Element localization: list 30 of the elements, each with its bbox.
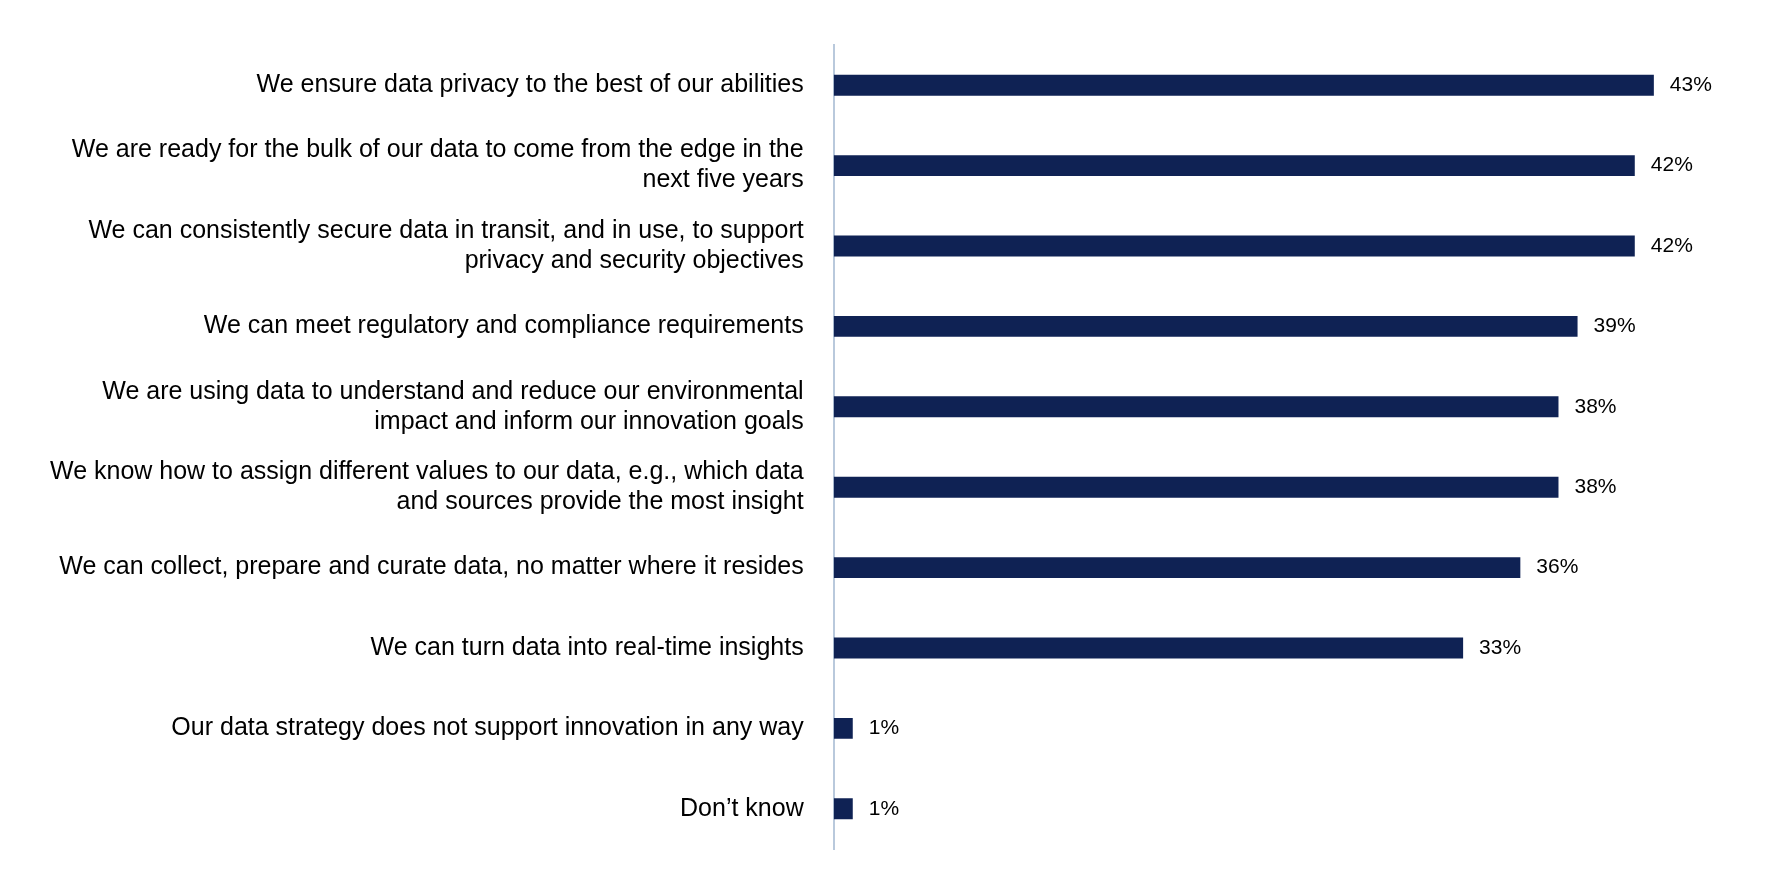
- data-label: 1%: [868, 795, 900, 819]
- bar: [833, 476, 1559, 498]
- y-tick-label: We can turn data into real-time insights: [370, 631, 804, 660]
- bar: [833, 396, 1559, 418]
- data-label: 42%: [1650, 232, 1693, 256]
- bar: [833, 155, 1635, 177]
- data-label: 36%: [1536, 554, 1579, 578]
- y-tick-label: We ensure data privacy to the best of our abilities: [256, 69, 804, 98]
- data-label: 33%: [1479, 634, 1522, 658]
- data-label: 38%: [1574, 474, 1617, 497]
- bar: [833, 235, 1635, 257]
- bar: [833, 637, 1464, 659]
- bar: [833, 315, 1578, 337]
- y-tick-label: We know how to assign different values to our data, e.g., which data and sources provide the most insight: [50, 456, 804, 515]
- data-label: 39%: [1593, 313, 1636, 337]
- data-label: 1%: [868, 715, 900, 739]
- y-tick-label: Don’t know: [680, 792, 805, 821]
- y-tick-label: We can collect, prepare and curate data, no matter where it resides: [59, 551, 804, 580]
- y-tick-label: We can meet regulatory and compliance requirements: [203, 310, 804, 339]
- y-tick-label: We are using data to understand and reduce our environmental impact and inform our innovation goals: [102, 375, 804, 434]
- y-tick-label: We can consistently secure data in transit, and in use, to support privacy and security objectives: [88, 214, 804, 273]
- bar: [833, 74, 1654, 96]
- bar: [833, 798, 853, 820]
- data-label: 42%: [1650, 152, 1693, 176]
- y-tick-label: We are ready for the bulk of our data to come from the edge in the next five years: [71, 134, 804, 193]
- data-label: 43%: [1669, 72, 1712, 95]
- y-tick-label: Our data strategy does not support innovation in any way: [171, 712, 805, 741]
- data-label: 38%: [1574, 393, 1617, 417]
- bar: [833, 557, 1521, 579]
- bar: [833, 717, 853, 739]
